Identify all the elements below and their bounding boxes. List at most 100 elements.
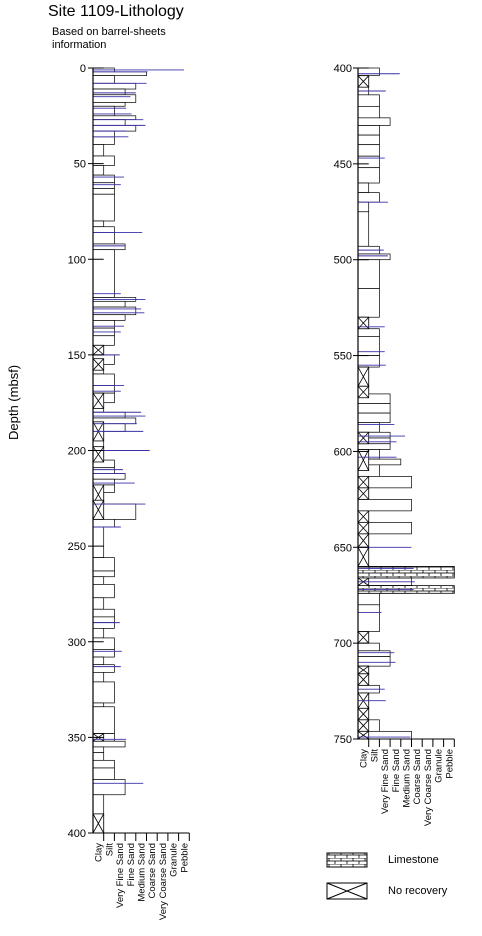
y-tick-label: 350: [68, 732, 86, 744]
no-recovery-swatch: [326, 882, 368, 900]
bed: [357, 94, 380, 107]
grain-scale-label: Clay: [94, 843, 105, 862]
bed: [92, 144, 105, 157]
bed: [92, 232, 115, 245]
no-recovery-cross: [357, 522, 369, 535]
bed: [357, 443, 391, 450]
no-recovery-cross: [92, 358, 104, 371]
y-tick-label: 600: [334, 446, 352, 458]
grain-scale-label: Coarse Sand: [412, 749, 423, 804]
bed: [357, 117, 391, 126]
bed: [357, 182, 370, 193]
bed: [92, 628, 105, 639]
bed: [92, 746, 105, 754]
bed: [92, 671, 105, 683]
bed: [92, 526, 105, 558]
bed: [92, 220, 105, 228]
grain-scale-label: Medium Sand: [137, 843, 148, 902]
y-tick-label: 200: [68, 446, 86, 458]
bed: [92, 385, 115, 394]
grain-scale-label: Very Coarse Sand: [158, 843, 169, 920]
no-recovery-cross: [357, 75, 369, 88]
bed: [92, 102, 126, 107]
bed: [92, 82, 137, 90]
bed: [357, 328, 380, 337]
bed: [92, 193, 115, 222]
bed: [92, 664, 115, 673]
bed: [92, 740, 126, 748]
bed: [357, 422, 380, 433]
bed: [92, 243, 126, 251]
bed: [357, 125, 380, 136]
bed: [92, 174, 115, 184]
bed: [357, 336, 380, 356]
grain-scale-label: Fine Sand: [126, 843, 137, 886]
grain-scale-label: Fine Sand: [391, 749, 402, 792]
bed: [92, 702, 105, 708]
y-tick-label: 50: [74, 159, 86, 171]
bed: [92, 779, 126, 796]
grain-scale-label: Granule: [434, 749, 445, 783]
no-recovery-cross: [357, 533, 370, 548]
no-recovery-cross: [357, 510, 369, 523]
bed: [92, 637, 115, 650]
no-recovery-cross: [357, 719, 369, 732]
no-recovery-cross: [357, 665, 369, 675]
bed: [92, 136, 115, 145]
bed: [92, 584, 115, 599]
no-recovery-cross: [357, 731, 369, 740]
bed: [92, 576, 105, 585]
y-tick-label: 400: [68, 828, 86, 840]
grain-scale-label: Clay: [359, 749, 370, 768]
bed: [92, 706, 115, 734]
no-recovery-cross: [357, 476, 369, 489]
bed: [357, 211, 370, 247]
bed: [357, 144, 380, 157]
bed: [357, 412, 391, 424]
bed: [357, 167, 380, 184]
column-upper: 0 50 100 150 200 250 300 350 400 Clay Silt Very Fin…: [68, 63, 191, 920]
y-tick-label: 750: [334, 734, 352, 746]
limestone-swatch: [326, 852, 368, 868]
bed: [92, 622, 115, 629]
grain-scale-label: Medium Sand: [402, 749, 413, 808]
legend-label-limestone: Limestone: [388, 854, 439, 866]
bed: [92, 656, 105, 666]
no-recovery-cross: [357, 673, 369, 686]
bed: [92, 467, 115, 474]
bed: [357, 642, 380, 652]
bed: [357, 288, 380, 318]
bed: [357, 259, 380, 289]
bed: [92, 608, 115, 618]
y-tick-label: 550: [334, 351, 352, 363]
bed: [357, 253, 391, 261]
grain-scale-label: Very Coarse Sand: [423, 749, 434, 826]
y-tick-label: 450: [334, 159, 352, 171]
bed: [92, 752, 105, 761]
bed: [92, 478, 115, 486]
bed: [92, 130, 115, 138]
chart-title: Site 1109-Lithology: [48, 3, 184, 20]
bed: [92, 115, 137, 120]
bed: [92, 759, 115, 769]
y-tick-label: 650: [334, 542, 352, 554]
bed: [92, 300, 126, 308]
y-tick-label: 300: [68, 637, 86, 649]
bed: [92, 125, 137, 132]
bed: [92, 681, 115, 704]
bed: [92, 165, 105, 176]
bed: [92, 649, 115, 658]
no-recovery-cross: [92, 392, 105, 409]
no-recovery-cross: [92, 500, 105, 520]
bed: [357, 67, 380, 77]
y-tick-label: 700: [334, 638, 352, 650]
bed: [357, 650, 391, 657]
bed: [357, 201, 370, 213]
bed: [357, 656, 391, 667]
bed: [92, 306, 137, 316]
bed: [92, 518, 115, 528]
no-recovery-cross: [357, 631, 369, 644]
bed: [92, 226, 115, 233]
no-recovery-cross: [357, 487, 369, 500]
